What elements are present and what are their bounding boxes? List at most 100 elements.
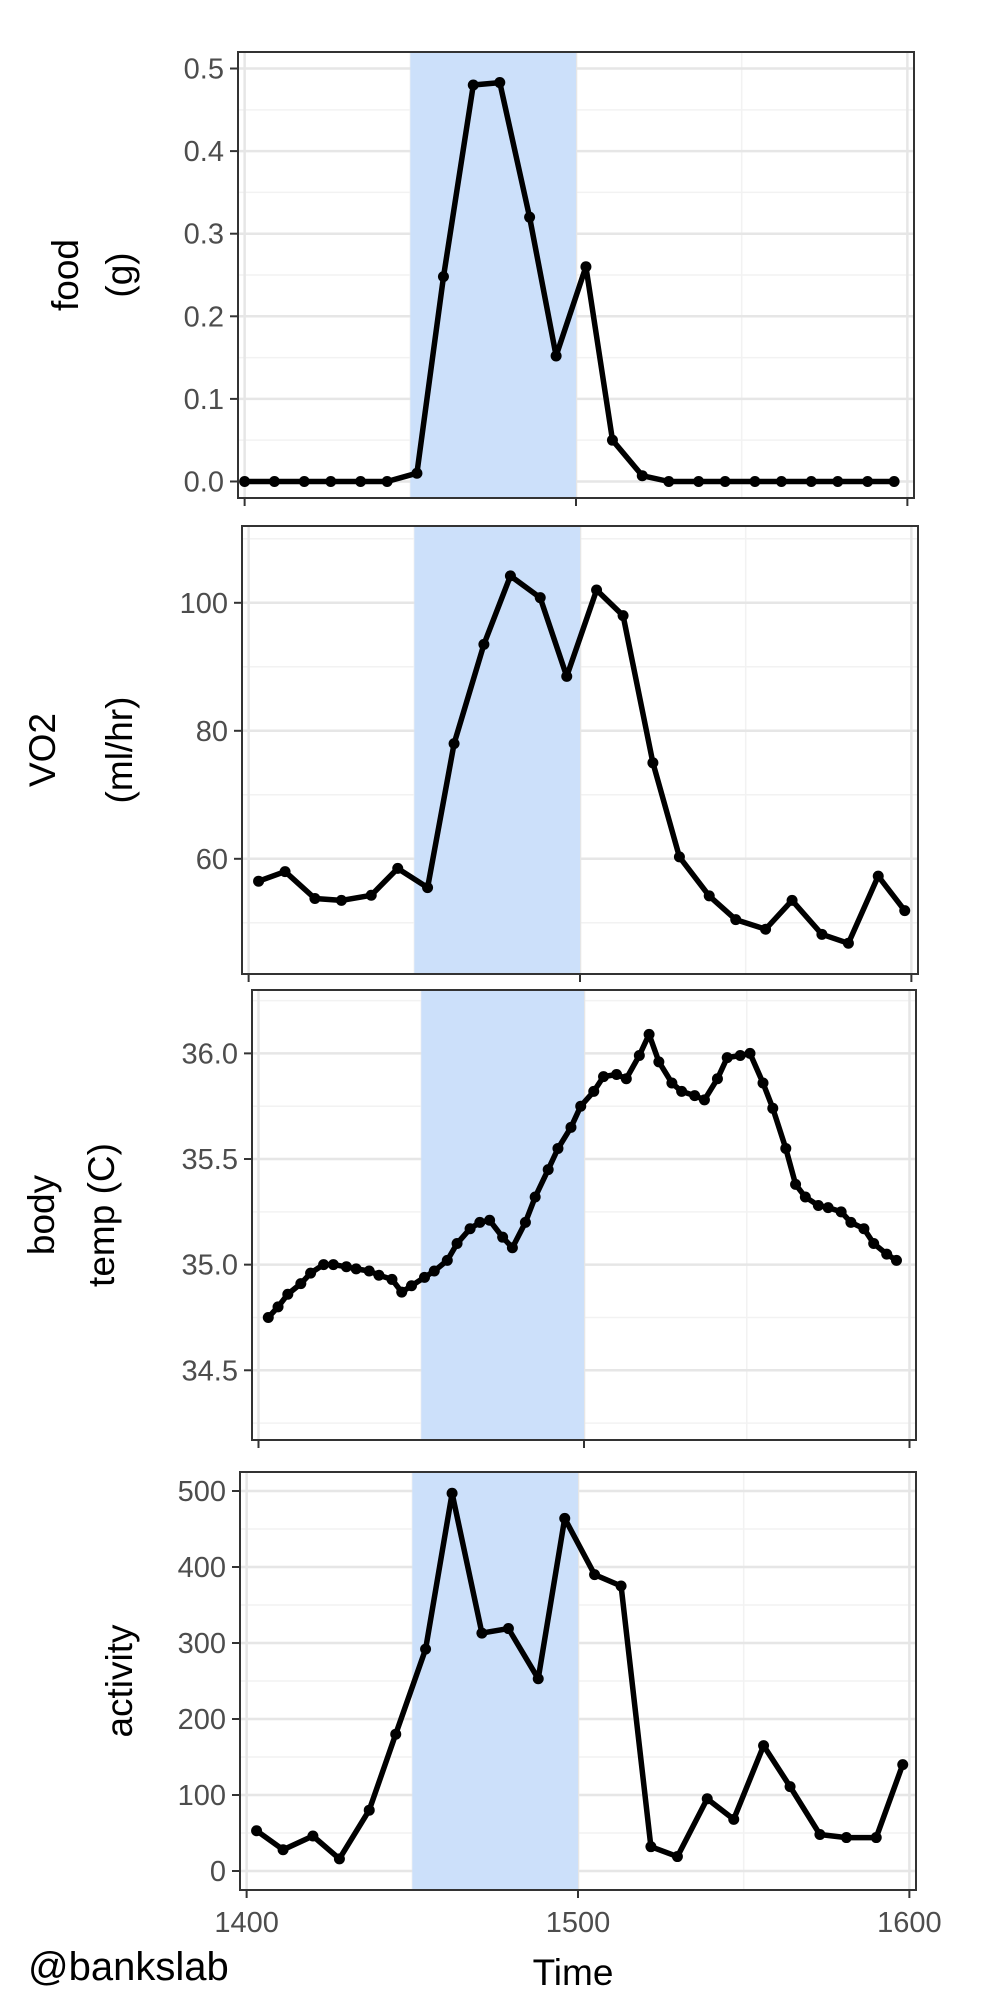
data-point [534,592,546,604]
y-axis-title: body [21,1174,62,1255]
y-axis-title: activity [99,1624,140,1738]
data-point [799,1191,811,1203]
data-point [502,1623,514,1635]
x-tick-label: 1500 [546,1907,611,1939]
data-point [730,914,742,926]
data-point [253,875,265,887]
data-point [298,475,310,487]
data-point [620,1073,632,1085]
data-point [835,1206,847,1218]
data-point [268,475,280,487]
data-point [494,77,506,89]
data-point [419,1271,431,1283]
data-point [812,1199,824,1211]
data-point [890,1254,902,1266]
data-point [606,434,618,446]
data-point [474,1216,486,1228]
data-point [251,1825,263,1837]
shaded-interval [412,1472,578,1890]
y-axis-title: (g) [99,252,140,297]
y-tick-label: 500 [178,1476,226,1508]
data-point [390,1728,402,1740]
data-point [589,1569,601,1581]
data-point [784,1781,796,1793]
data-point [598,1071,610,1083]
data-point [559,1512,571,1524]
data-point [673,851,685,863]
data-point [478,638,490,650]
data-point [325,475,337,487]
data-point [868,1238,880,1250]
data-point [744,1047,756,1059]
panel-4: 0 100 200 300 400 500 1400 1500 1600 activity [99,1471,942,1939]
data-point [272,1301,284,1313]
shaded-interval [421,990,584,1440]
series-line [253,1490,906,1862]
data-point [437,271,449,283]
data-point [446,1487,458,1499]
data-point [484,1214,496,1226]
data-point [758,1740,770,1752]
data-point [760,923,772,935]
data-point [703,890,715,902]
x-axis-title: Time [533,1952,614,1993]
y-tick-label: 300 [178,1628,226,1660]
shaded-interval [410,52,576,498]
x-tick-label: 1400 [214,1907,279,1939]
x-tick-label: 1600 [877,1907,942,1939]
y-axis-title: food [45,239,86,311]
data-point [611,1069,623,1081]
y-tick-label: 0.2 [184,301,224,333]
data-point [588,1085,600,1097]
data-point [647,757,659,769]
data-point [643,1028,655,1040]
data-point [870,1832,882,1844]
data-point [872,870,884,882]
data-point [676,1085,688,1097]
y-tick-label: 200 [178,1704,226,1736]
data-point [790,1178,802,1190]
panel-3: 34.5 35.0 35.5 36.0 body temp (C) [21,989,917,1448]
data-point [363,1265,375,1277]
data-point [888,475,900,487]
data-point [282,1288,294,1300]
data-point [363,1804,375,1816]
data-point [617,610,629,622]
data-point [467,79,479,91]
data-point [506,1242,518,1254]
data-point [561,670,573,682]
y-tick-label: 0.3 [184,219,224,251]
data-point [591,584,603,596]
data-point [504,570,516,582]
y-tick-label: 0 [210,1856,226,1888]
data-point [822,1202,834,1214]
data-point [711,1073,723,1085]
data-point [845,1216,857,1228]
data-point [757,1077,769,1089]
data-point [671,1851,683,1863]
y-tick-label: 36.0 [182,1038,238,1070]
data-point [814,1829,826,1841]
data-point [305,1267,317,1279]
data-point [420,1643,432,1655]
data-point [365,889,377,901]
data-point [701,1793,713,1805]
y-tick-label: 0.4 [184,136,224,168]
data-point [721,1052,733,1064]
data-point [842,937,854,949]
data-point [550,350,562,362]
data-point [542,1164,554,1176]
y-tick-label: 34.5 [182,1355,238,1387]
data-point [497,1231,509,1243]
data-point [805,475,817,487]
data-point [277,1844,289,1856]
data-point [529,1191,541,1203]
data-point [633,1049,645,1061]
data-point [832,475,844,487]
data-point [392,862,404,874]
data-point [897,1759,909,1771]
data-point [428,1265,440,1277]
data-point [448,738,460,750]
data-point [422,882,434,894]
y-tick-label: 80 [196,716,228,748]
